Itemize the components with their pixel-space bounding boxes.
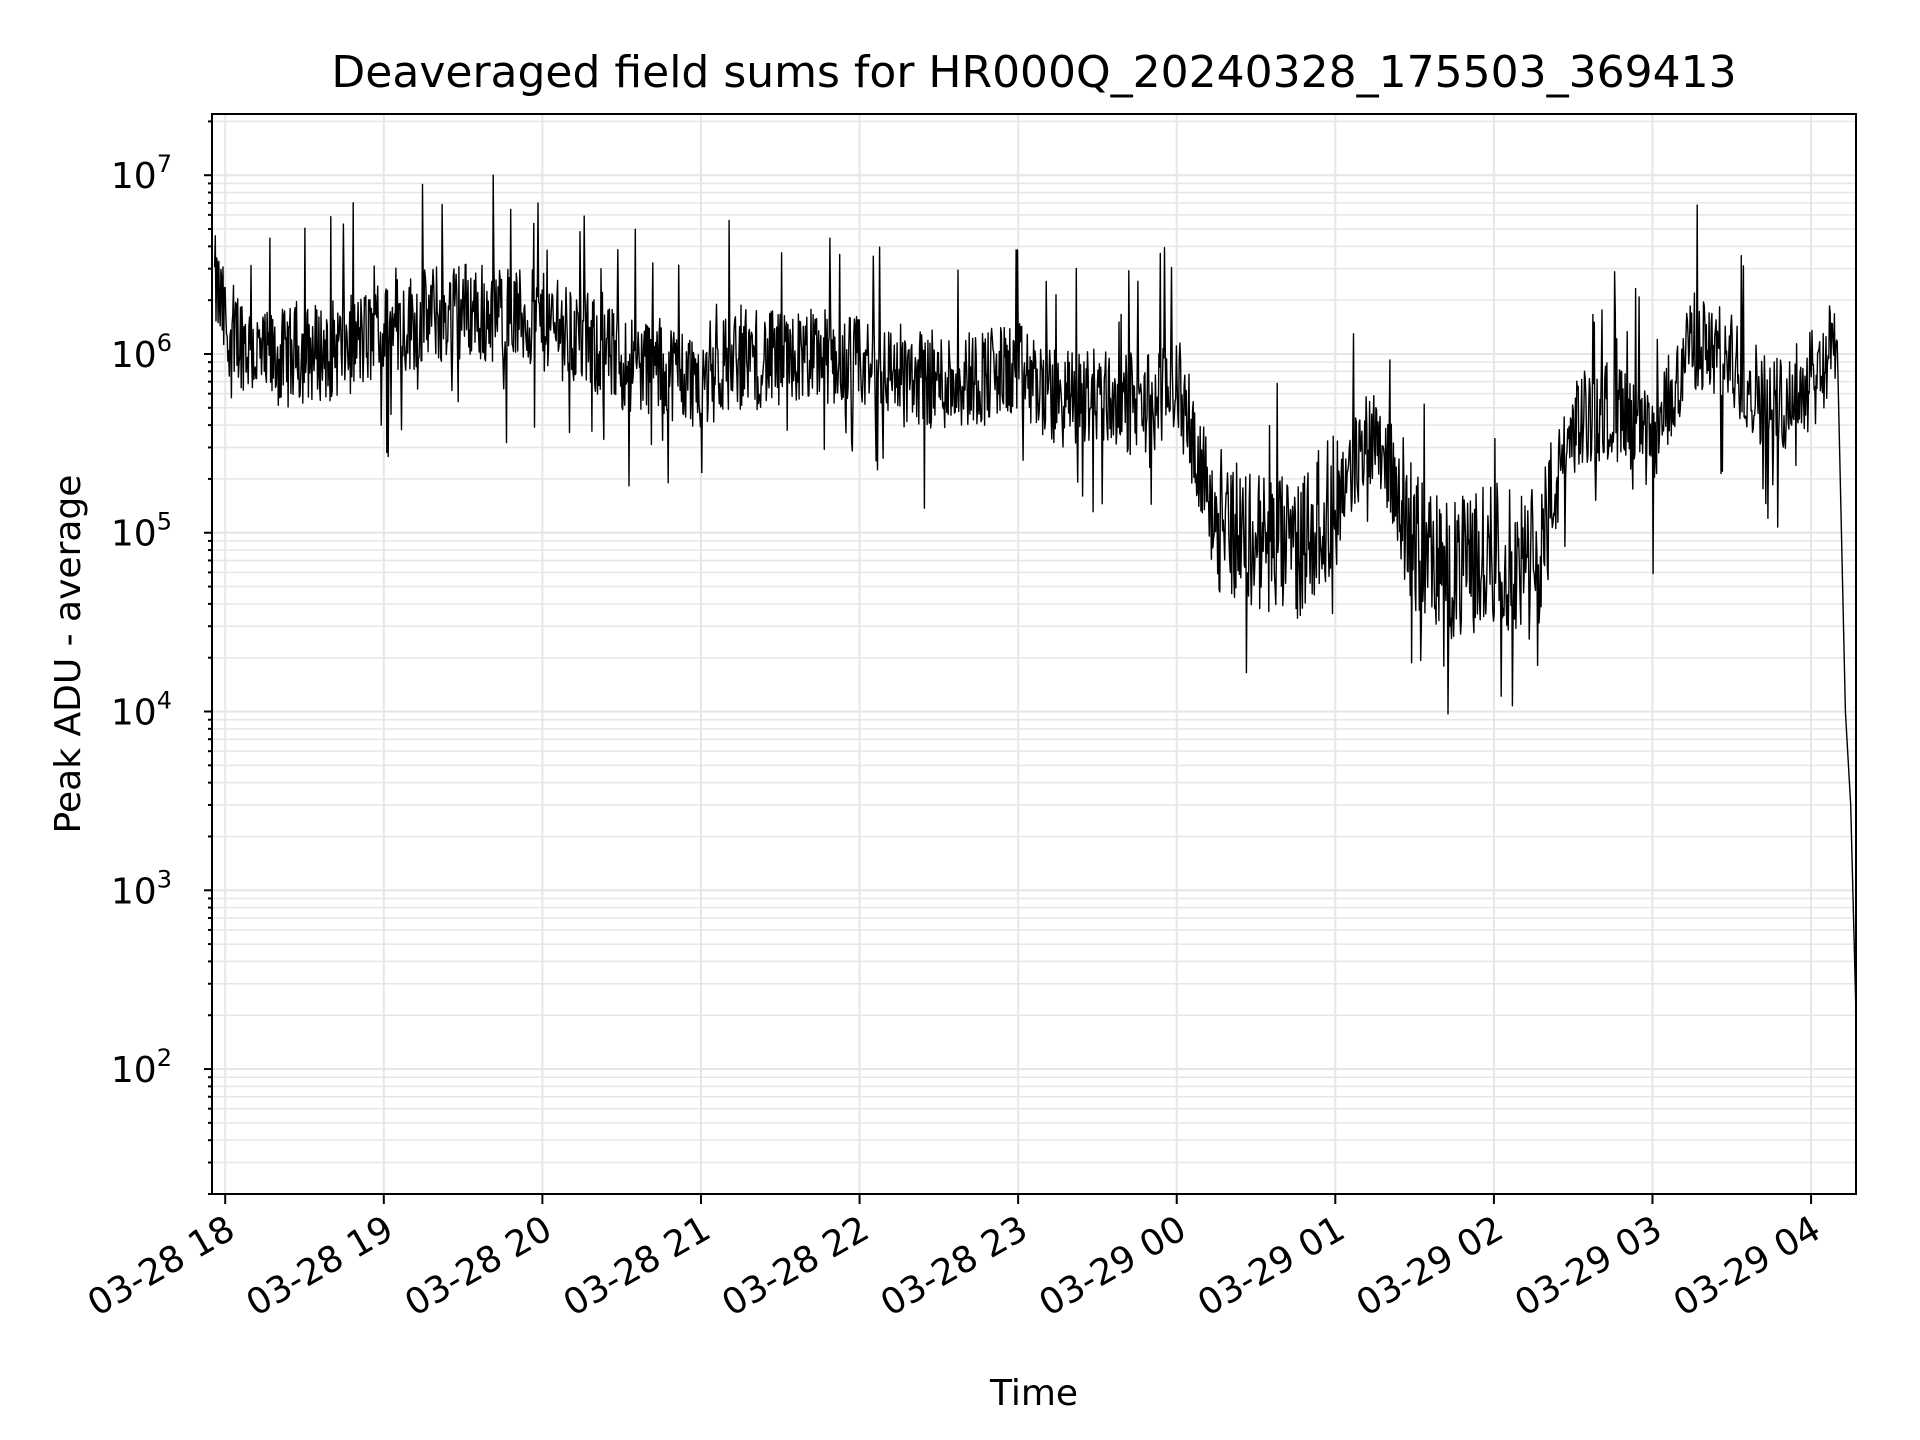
y-tick-base: 10	[111, 693, 157, 734]
y-tick-base: 10	[111, 514, 157, 555]
y-tick-exponent: 2	[157, 1044, 172, 1072]
y-tick-base: 10	[111, 156, 157, 197]
y-tick-base: 10	[111, 1050, 157, 1091]
y-tick-exponent: 5	[157, 508, 172, 536]
x-axis-label: Time	[989, 1373, 1078, 1414]
y-tick-label: 103	[111, 865, 172, 912]
y-tick-exponent: 4	[157, 687, 172, 715]
y-tick-base: 10	[111, 871, 157, 912]
series-line	[213, 174, 1857, 1016]
y-tick-label: 105	[111, 508, 172, 555]
y-tick-label: 106	[111, 329, 172, 376]
chart-title: Deaveraged field sums for HR000Q_2024032…	[331, 47, 1736, 98]
plot-frame	[211, 113, 1857, 1195]
y-tick-label: 102	[111, 1044, 172, 1091]
y-tick-exponent: 3	[157, 865, 172, 893]
series-line-group	[213, 174, 1857, 1016]
y-tick-exponent: 6	[157, 329, 172, 357]
y-axis-label: Peak ADU - average	[48, 475, 89, 834]
y-tick-exponent: 7	[157, 150, 172, 178]
y-tick-label: 104	[111, 687, 172, 734]
y-tick-base: 10	[111, 335, 157, 376]
y-tick-label: 107	[111, 150, 172, 197]
